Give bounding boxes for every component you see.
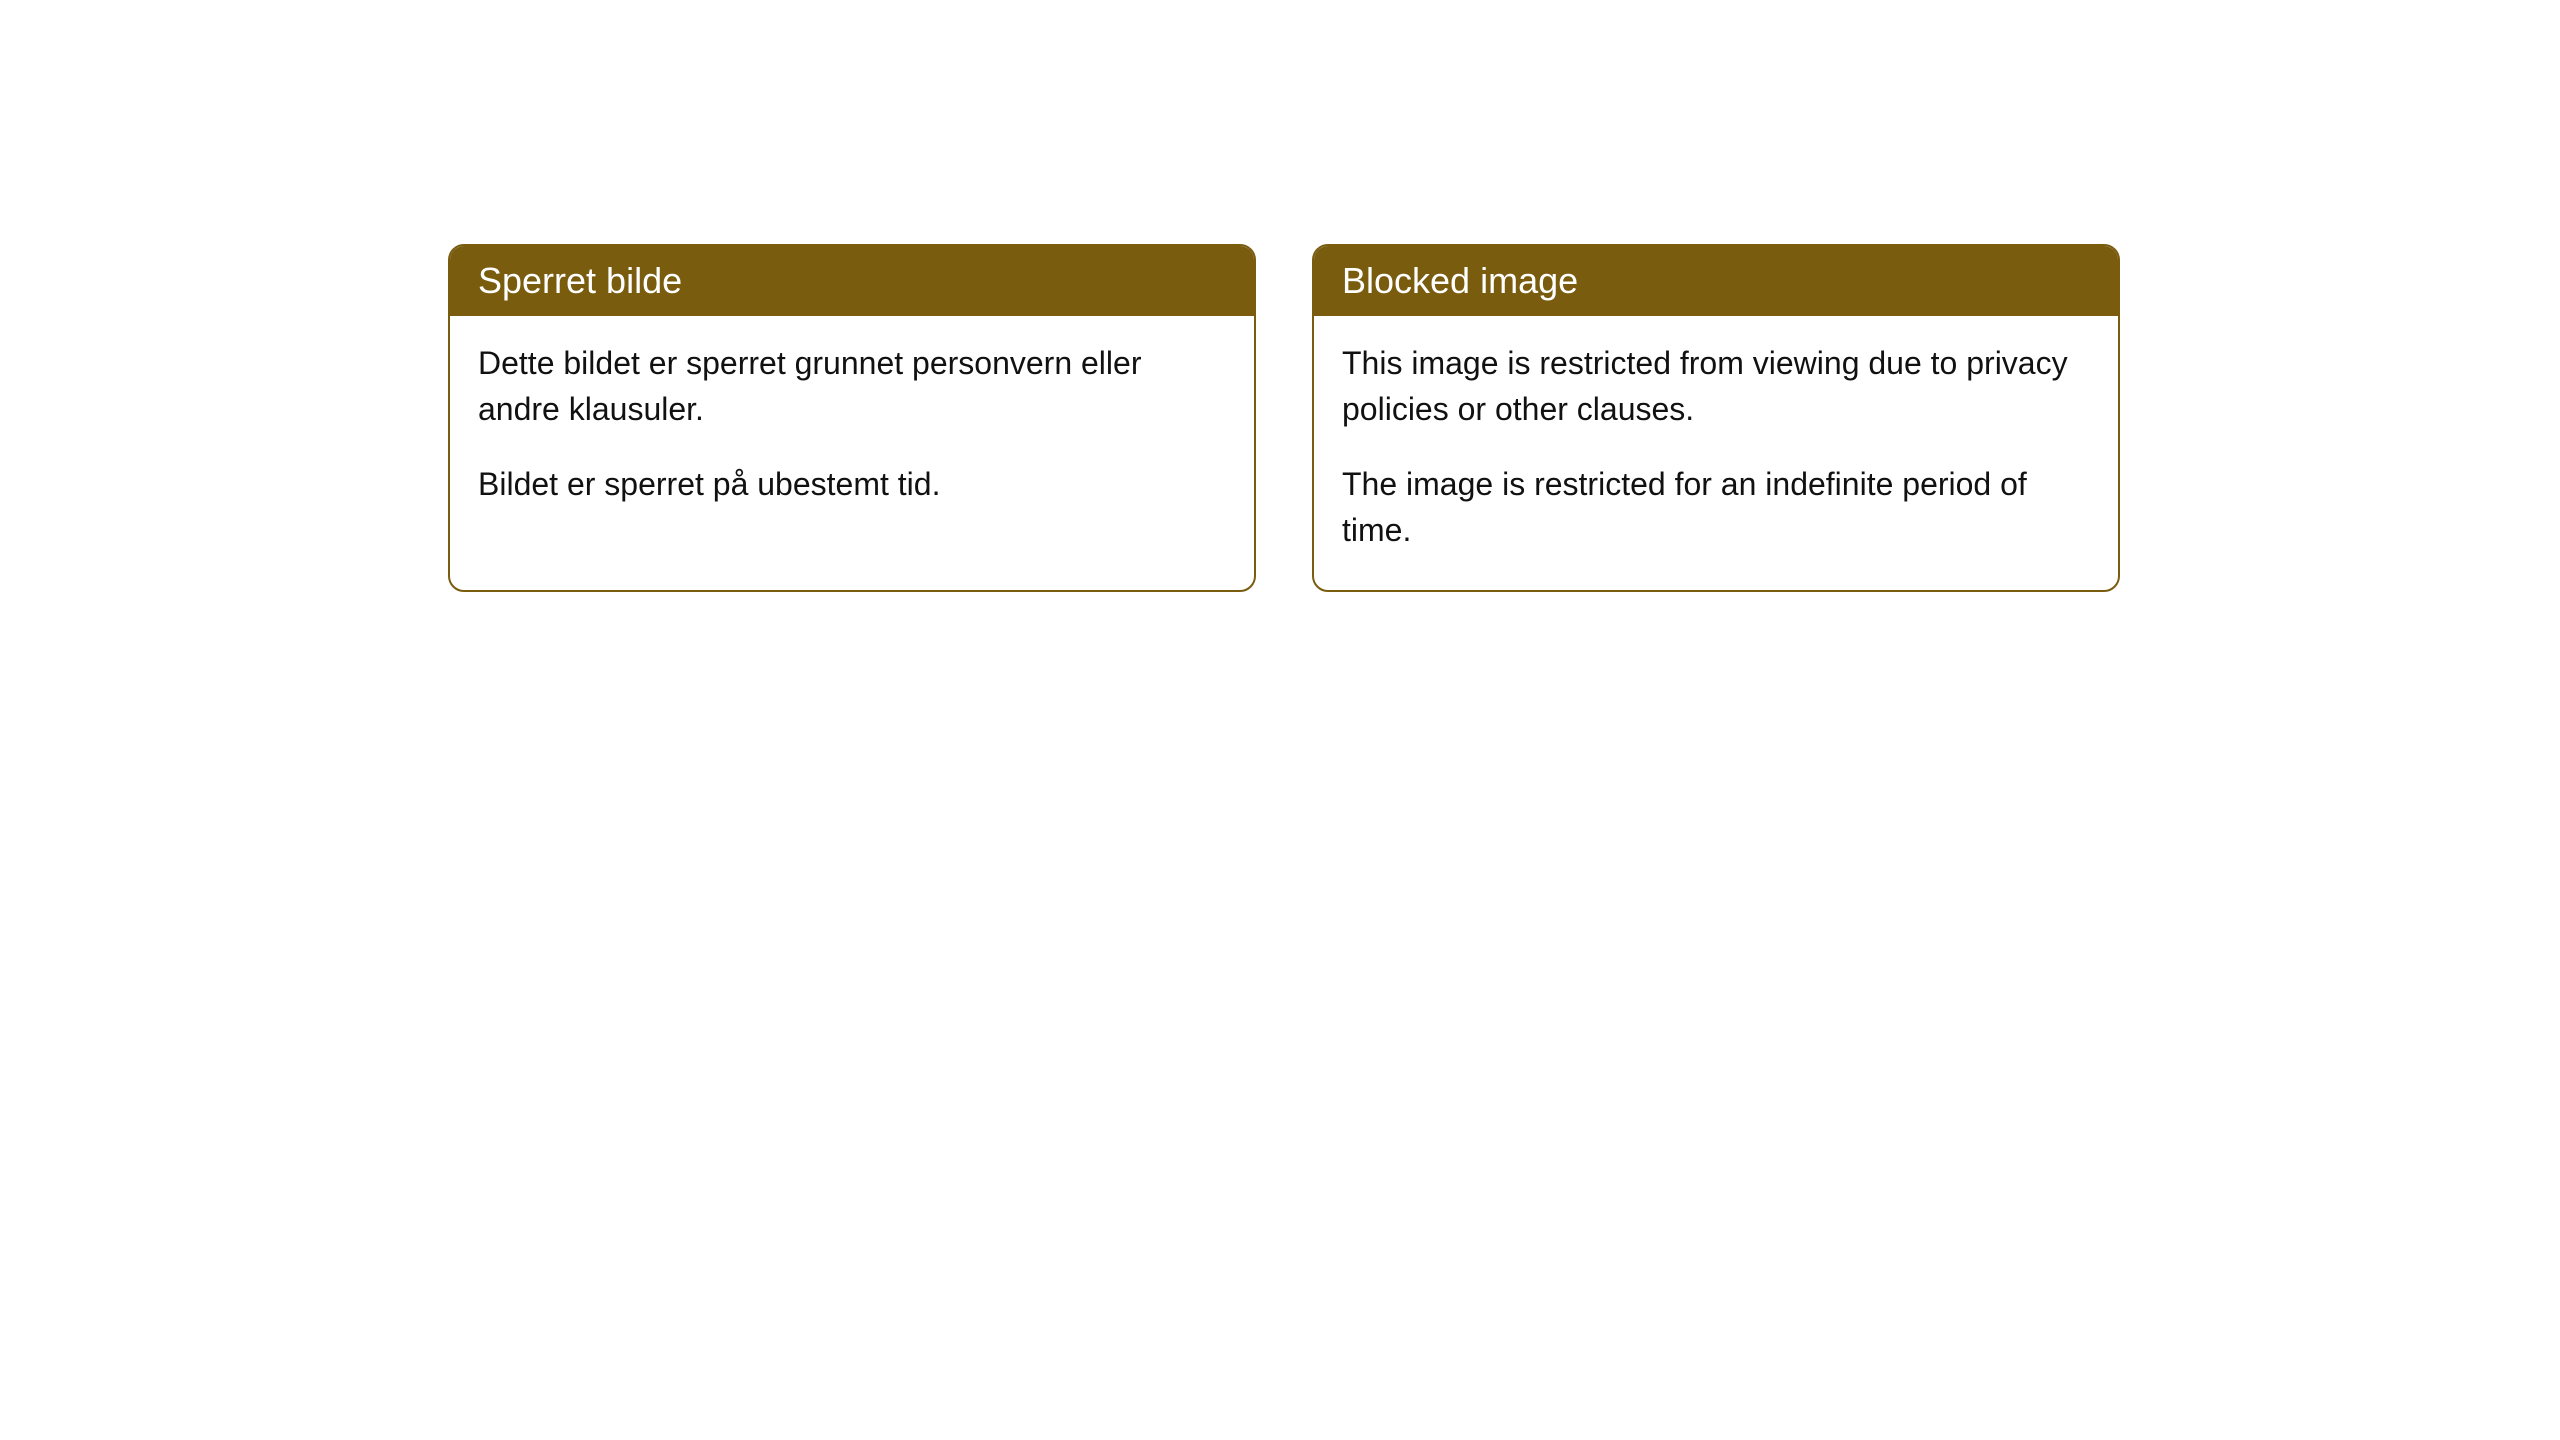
card-title: Blocked image xyxy=(1342,260,1578,301)
notice-card-english: Blocked image This image is restricted f… xyxy=(1312,244,2120,592)
card-paragraph: Bildet er sperret på ubestemt tid. xyxy=(478,461,1226,507)
card-paragraph: This image is restricted from viewing du… xyxy=(1342,340,2090,433)
notice-cards-container: Sperret bilde Dette bildet er sperret gr… xyxy=(448,244,2120,592)
card-paragraph: Dette bildet er sperret grunnet personve… xyxy=(478,340,1226,433)
notice-card-norwegian: Sperret bilde Dette bildet er sperret gr… xyxy=(448,244,1256,592)
card-body: Dette bildet er sperret grunnet personve… xyxy=(450,316,1254,543)
card-title: Sperret bilde xyxy=(478,260,682,301)
card-paragraph: The image is restricted for an indefinit… xyxy=(1342,461,2090,554)
card-header: Blocked image xyxy=(1314,246,2118,316)
card-body: This image is restricted from viewing du… xyxy=(1314,316,2118,590)
card-header: Sperret bilde xyxy=(450,246,1254,316)
